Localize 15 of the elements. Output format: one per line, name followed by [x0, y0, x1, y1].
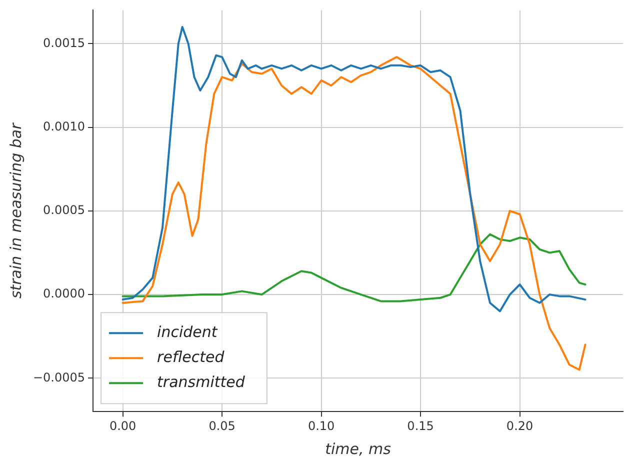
- x-tick-label: 0.20: [506, 418, 534, 433]
- x-tick-label: 0.15: [407, 418, 434, 433]
- y-tick-label: −0.0005: [32, 370, 86, 384]
- x-tick-label: 0.05: [208, 418, 236, 433]
- y-tick-label: 0.0010: [43, 119, 86, 134]
- y-tick-label: 0.0005: [43, 203, 86, 218]
- y-tick-label: 0.0000: [43, 286, 86, 301]
- legend-label: transmitted: [157, 372, 246, 391]
- legend-label: reflected: [157, 348, 225, 366]
- y-axis-title: strain in measuring bar: [6, 122, 25, 299]
- x-axis-title: time, ms: [325, 440, 392, 458]
- y-tick-label: 0.0015: [43, 36, 86, 50]
- x-tick-label: 0.10: [308, 418, 335, 433]
- x-tick-label: 0.00: [109, 418, 136, 433]
- legend-label: incident: [157, 322, 218, 341]
